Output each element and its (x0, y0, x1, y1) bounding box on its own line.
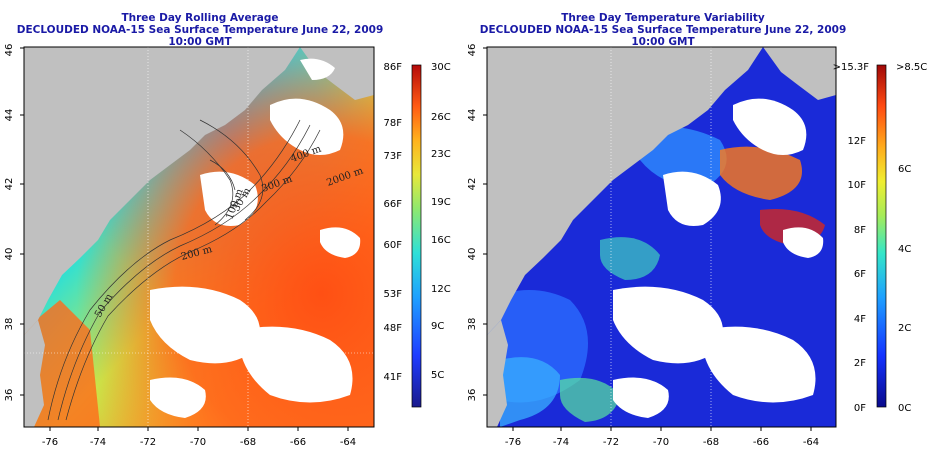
right-land-mainland (487, 47, 763, 335)
left-cb-c-23: 23C (431, 149, 451, 160)
right-cb-c-4: 4C (898, 244, 911, 255)
left-cb-f-48: 48F (384, 323, 403, 334)
left-cb-f-41: 41F (384, 372, 403, 383)
left-ytick-44: 44 (4, 109, 15, 122)
right-cb-c-6: 6C (898, 164, 911, 175)
right-ytick-46: 46 (467, 44, 478, 57)
right-patch-2 (500, 357, 560, 427)
right-xtick-74: -74 (553, 437, 569, 448)
left-cloud-4 (240, 326, 353, 403)
left-cb-f-60: 60F (384, 240, 403, 251)
right-patch-4 (600, 237, 660, 280)
right-cloud-2 (663, 171, 721, 226)
right-xtick-72: -72 (603, 437, 619, 448)
left-map-frame (23, 46, 375, 428)
left-cb-f-66: 66F (384, 199, 403, 210)
right-land-delmarva (487, 320, 508, 427)
right-title-main: Three Day Temperature Variability (561, 12, 765, 24)
left-xtick-68: -68 (240, 437, 256, 448)
right-cb-c-8.5: >8.5C (896, 62, 927, 73)
right-ytick-40: 40 (467, 248, 478, 261)
left-colorbar: 86F 78F 73F 66F 60F 53F 48F 41F 30C 26C … (384, 62, 451, 408)
left-xtick-66: -66 (290, 437, 306, 448)
right-colorbar-ramp (876, 64, 887, 408)
right-patch-warm-1 (720, 146, 802, 200)
left-cb-f-73: 73F (384, 151, 403, 162)
left-cb-c-30: 30C (431, 62, 451, 73)
left-cb-c-16: 16C (431, 235, 451, 246)
right-land-novascotia (763, 47, 836, 100)
left-y-axis: 36 38 40 42 44 46 (4, 44, 24, 402)
right-cb-f-4: 4F (854, 314, 866, 325)
right-cb-f-2: 2F (854, 358, 866, 369)
right-cb-f-0: 0F (854, 403, 866, 414)
right-cloud-1 (733, 98, 807, 155)
right-cloud-3 (613, 286, 723, 364)
right-x-axis: -76 -74 -72 -70 -68 -66 -64 (505, 427, 819, 448)
right-patch-5 (560, 377, 620, 422)
left-title-sub: DECLOUDED NOAA-15 Sea Surface Temperatur… (16, 24, 384, 48)
left-xtick-72: -72 (140, 437, 156, 448)
right-title-sub: DECLOUDED NOAA-15 Sea Surface Temperatur… (479, 24, 847, 48)
left-xtick-70: -70 (190, 437, 206, 448)
right-cloud-6 (783, 227, 824, 258)
right-xtick-68: -68 (703, 437, 719, 448)
left-cloud-2 (200, 171, 258, 226)
left-x-axis: -76 -74 -72 -70 -68 -66 -64 (42, 427, 356, 448)
left-ytick-42: 42 (4, 178, 15, 191)
right-xtick-64: -64 (803, 437, 819, 448)
left-cb-f-78: 78F (384, 118, 403, 129)
right-map (487, 47, 836, 427)
right-title: Three Day Temperature Variability DECLOU… (463, 12, 863, 48)
right-cb-f-12: 12F (848, 136, 867, 147)
left-title: Three Day Rolling Average DECLOUDED NOAA… (0, 12, 400, 48)
left-cloud-6 (320, 227, 361, 258)
right-y-axis: 36 38 40 42 44 46 (467, 44, 487, 402)
left-coastal-warm (24, 300, 100, 427)
left-ytick-38: 38 (4, 318, 15, 331)
left-colorbar-ramp (411, 64, 422, 408)
right-xtick-76: -76 (505, 437, 521, 448)
right-grid (610, 47, 712, 427)
left-cloud-7 (300, 58, 335, 80)
left-cb-c-26: 26C (431, 112, 451, 123)
left-title-main: Three Day Rolling Average (121, 12, 279, 24)
left-land-mainland (24, 47, 300, 335)
right-ytick-44: 44 (467, 109, 478, 122)
right-xtick-70: -70 (653, 437, 669, 448)
left-cb-c-12: 12C (431, 284, 451, 295)
left-contours (47, 119, 321, 421)
right-cb-f-10: 10F (848, 180, 867, 191)
right-cloud-5 (613, 377, 669, 418)
left-cb-c-9: 9C (431, 321, 444, 332)
left-cb-c-19: 19C (431, 197, 451, 208)
right-ytick-38: 38 (467, 318, 478, 331)
left-ytick-40: 40 (4, 248, 15, 261)
left-cb-c-5: 5C (431, 370, 444, 381)
left-map (24, 47, 374, 427)
left-cb-f-86: 86F (384, 62, 403, 73)
right-patch-3 (640, 126, 727, 190)
right-xtick-66: -66 (753, 437, 769, 448)
left-ytick-36: 36 (4, 389, 15, 402)
right-colorbar: >15.3F 12F 10F 8F 6F 4F 2F 0F >8.5C 6C 4… (833, 62, 928, 414)
right-ytick-36: 36 (467, 389, 478, 402)
right-cb-f-15: >15.3F (833, 62, 870, 73)
left-cb-f-53: 53F (384, 289, 403, 300)
right-cb-c-0: 0C (898, 403, 911, 414)
right-cloud-4 (703, 326, 816, 403)
right-cb-f-8: 8F (854, 225, 866, 236)
left-ytick-46: 46 (4, 44, 15, 57)
left-xtick-64: -64 (340, 437, 356, 448)
left-cloud-5 (150, 377, 206, 418)
right-ytick-42: 42 (467, 178, 478, 191)
left-grid (24, 47, 374, 427)
right-cb-c-2: 2C (898, 323, 911, 334)
left-land-delmarva (24, 320, 45, 427)
right-cb-f-6: 6F (854, 269, 866, 280)
left-xtick-74: -74 (90, 437, 106, 448)
left-xtick-76: -76 (42, 437, 58, 448)
left-cloud-3 (150, 286, 260, 364)
